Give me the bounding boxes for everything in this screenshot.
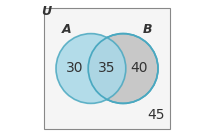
Text: A: A	[61, 23, 71, 36]
Text: B: B	[143, 23, 153, 36]
Text: 30: 30	[66, 62, 83, 75]
Circle shape	[56, 34, 126, 103]
FancyBboxPatch shape	[44, 8, 170, 129]
Text: 45: 45	[147, 108, 165, 122]
Circle shape	[88, 34, 158, 103]
Text: 35: 35	[98, 62, 116, 75]
Text: 40: 40	[131, 62, 148, 75]
Text: U: U	[41, 5, 51, 18]
